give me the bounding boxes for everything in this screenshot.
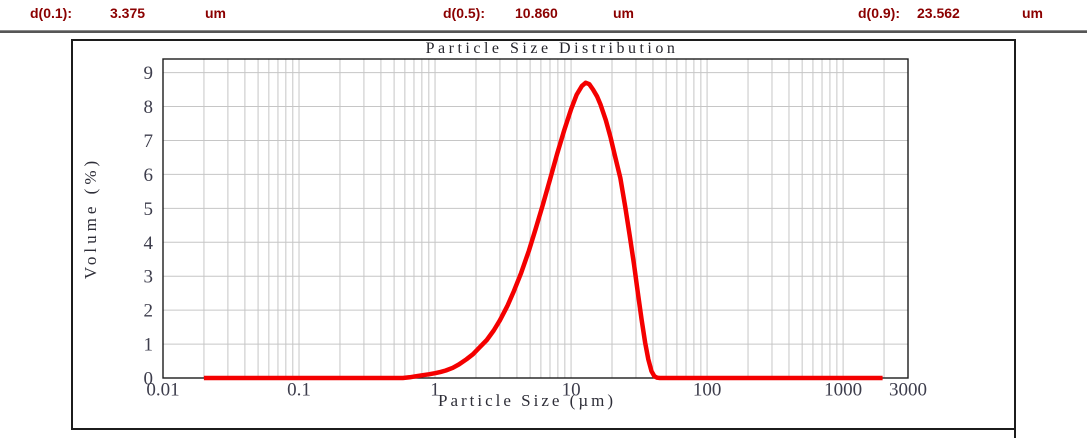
chart-outer-frame xyxy=(71,39,1016,430)
frame-edge-stub xyxy=(1014,430,1016,438)
d90-value: 23.562 xyxy=(917,5,960,21)
x-tick-label: 1 xyxy=(430,380,440,401)
d50-label: d(0.5): xyxy=(443,5,485,21)
x-tick-label: 3000 xyxy=(889,380,927,401)
volume-curve xyxy=(203,80,883,381)
y-tick-label: 8 xyxy=(144,97,154,118)
x-tick-label: 0.01 xyxy=(146,380,179,401)
d50-value: 10.860 xyxy=(515,5,558,21)
y-tick-label: 9 xyxy=(144,63,154,84)
y-tick-label: 5 xyxy=(144,199,154,220)
chart-title: Particle Size Distribution xyxy=(425,40,679,57)
y-tick-label: 2 xyxy=(144,301,154,322)
plot-border xyxy=(162,58,909,379)
y-tick-label: 7 xyxy=(144,131,154,152)
y-tick-label: 6 xyxy=(144,165,154,186)
x-tick-label: 100 xyxy=(693,380,722,401)
y-tick-label: 1 xyxy=(144,335,154,356)
x-tick-label: 10 xyxy=(562,380,581,401)
d50-unit: um xyxy=(613,5,634,21)
d10-label: d(0.1): xyxy=(30,5,72,21)
header-divider xyxy=(0,30,1087,33)
x-tick-label: 1000 xyxy=(824,380,862,401)
y-tick-label: 4 xyxy=(144,233,154,254)
d90-label: d(0.9): xyxy=(858,5,900,21)
d10-value: 3.375 xyxy=(110,5,146,21)
x-tick-label: 0.1 xyxy=(287,380,311,401)
d10-unit: um xyxy=(205,5,226,21)
y-tick-label: 3 xyxy=(144,267,154,288)
y-tick-label: 0 xyxy=(144,369,154,390)
d90-unit: um xyxy=(1022,5,1043,21)
x-axis-title: Particle Size (µm) xyxy=(437,391,617,410)
